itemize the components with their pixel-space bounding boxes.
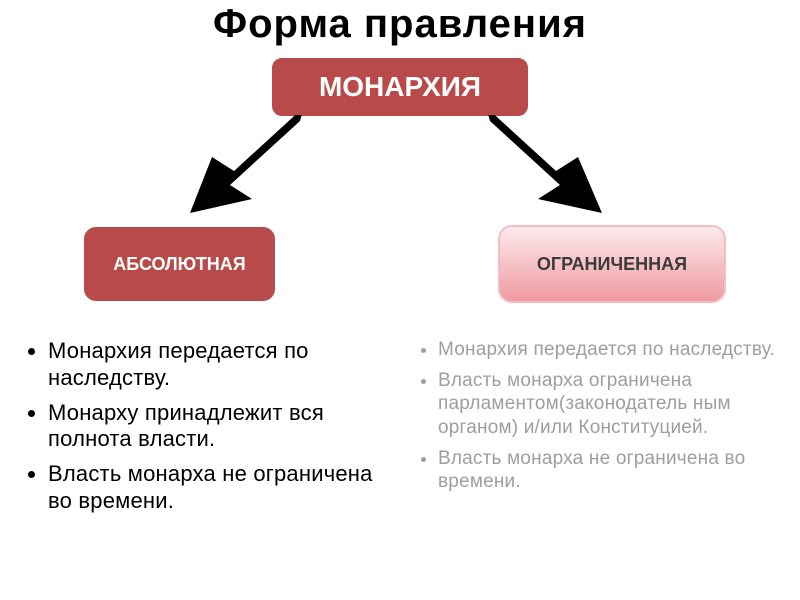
arrow-right-icon	[470, 115, 630, 250]
bullet-item: Монархия передается по наследству.	[438, 338, 790, 361]
node-monarchy-label: МОНАРХИЯ	[319, 71, 481, 103]
bullet-item: Власть монарха не ограничена во времени.	[48, 461, 390, 515]
arrow-left-icon	[190, 115, 350, 250]
bullet-list-absolute: Монархия передается по наследству. Монарх…	[20, 338, 390, 523]
bullet-item: Власть монарха ограничена парламентом(за…	[438, 369, 790, 439]
bullet-list-limited: Монархия передается по наследству. Власть…	[410, 338, 790, 501]
bullet-item: Монархия передается по наследству.	[48, 338, 390, 392]
node-monarchy: МОНАРХИЯ	[270, 56, 530, 118]
slide: Форма правления МОНАРХИЯ АБСОЛЮТНАЯ ОГРА…	[0, 0, 800, 600]
node-limited-label: ОГРАНИЧЕННАЯ	[537, 254, 687, 275]
bullet-item: Власть монарха не ограничена во времени.	[438, 447, 790, 493]
bullet-item: Монарху принадлежит вся полнота власти.	[48, 400, 390, 454]
node-absolute-label: АБСОЛЮТНАЯ	[113, 254, 245, 275]
page-title: Форма правления	[0, 2, 800, 47]
